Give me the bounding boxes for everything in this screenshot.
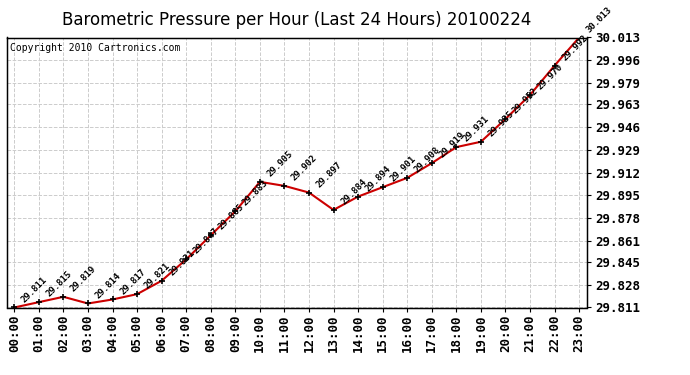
Text: Barometric Pressure per Hour (Last 24 Hours) 20100224: Barometric Pressure per Hour (Last 24 Ho…	[62, 11, 531, 29]
Text: 29.897: 29.897	[315, 160, 344, 189]
Text: 29.905: 29.905	[266, 149, 295, 178]
Text: 29.865: 29.865	[216, 202, 246, 232]
Text: 29.908: 29.908	[413, 145, 442, 174]
Text: 29.992: 29.992	[560, 33, 589, 62]
Text: 29.952: 29.952	[511, 86, 540, 116]
Text: Copyright 2010 Cartronics.com: Copyright 2010 Cartronics.com	[10, 43, 180, 53]
Text: 29.902: 29.902	[290, 153, 319, 182]
Text: 30.013: 30.013	[584, 5, 614, 34]
Text: 29.817: 29.817	[118, 267, 147, 296]
Text: 29.811: 29.811	[20, 275, 49, 304]
Text: 29.884: 29.884	[339, 177, 368, 206]
Text: 29.970: 29.970	[535, 62, 564, 92]
Text: 29.819: 29.819	[69, 264, 98, 293]
Text: 29.831: 29.831	[167, 248, 197, 277]
Text: 29.894: 29.894	[364, 164, 393, 193]
Text: 29.931: 29.931	[462, 114, 491, 144]
Text: 29.821: 29.821	[143, 261, 172, 291]
Text: 29.935: 29.935	[486, 109, 515, 138]
Text: 29.815: 29.815	[44, 269, 74, 298]
Text: 29.847: 29.847	[192, 226, 221, 256]
Text: 29.901: 29.901	[388, 154, 417, 184]
Text: 29.814: 29.814	[94, 271, 123, 300]
Text: 29.883: 29.883	[241, 178, 270, 208]
Text: 29.919: 29.919	[437, 130, 466, 160]
